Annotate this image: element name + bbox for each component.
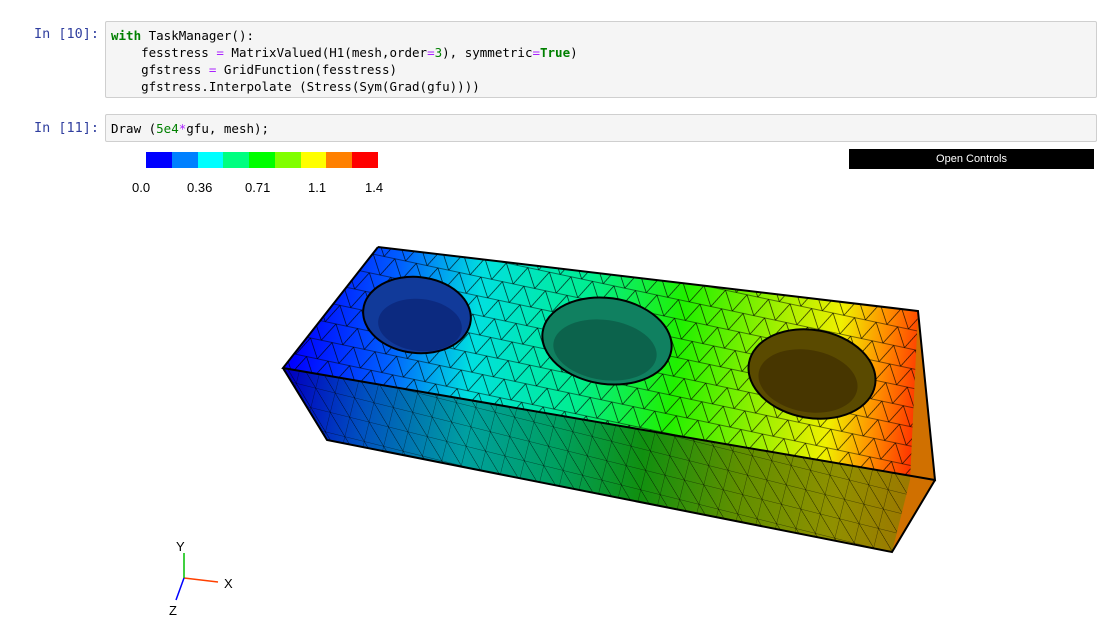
x-axis-label: X xyxy=(224,576,233,591)
colorbar-tick: 0.36 xyxy=(187,180,213,195)
code-line-1: with TaskManager(): xyxy=(111,28,254,43)
cell-10-code-input[interactable]: with TaskManager(): fesstress = MatrixVa… xyxy=(105,21,1097,98)
colorbar-swatch xyxy=(300,152,327,168)
colorbar-tick: 1.1 xyxy=(308,180,327,195)
open-controls-button[interactable]: Open Controls xyxy=(849,149,1094,169)
colorbar-tick: 0.71 xyxy=(245,180,271,195)
code-line-2: fesstress = MatrixValued(H1(mesh,order=3… xyxy=(111,45,578,60)
hole-1-inner xyxy=(378,298,462,352)
cell-10-prompt: In [10]: xyxy=(34,26,100,42)
colorbar xyxy=(146,152,379,168)
x-axis-line xyxy=(183,577,219,583)
colorbar-swatch xyxy=(326,152,353,168)
colorbar-swatch xyxy=(274,152,301,168)
code-line-3: gfstress = GridFunction(fesstress) xyxy=(111,62,397,77)
cell-11-prompt: In [11]: xyxy=(34,120,100,136)
z-axis-line xyxy=(175,577,185,601)
cell-11-code-input[interactable]: Draw (5e4*gfu, mesh); xyxy=(105,114,1097,142)
bottom-edges xyxy=(282,367,936,554)
z-axis-label: Z xyxy=(169,603,177,618)
colorbar-swatch xyxy=(223,152,250,168)
colorbar-swatch xyxy=(352,152,379,168)
colorbar-tick: 1.4 xyxy=(365,180,384,195)
colorbar-swatch xyxy=(146,152,172,168)
hole-2-inner xyxy=(553,319,657,381)
colorbar-swatch xyxy=(171,152,198,168)
front-face-mesh xyxy=(283,368,935,552)
colorbar-swatch xyxy=(249,152,275,168)
hole-3-inner xyxy=(758,349,858,413)
right-face xyxy=(892,311,935,552)
colorbar-swatch xyxy=(197,152,224,168)
code-line-draw: Draw (5e4*gfu, mesh); xyxy=(111,121,270,136)
colorbar-tick: 0.0 xyxy=(132,180,151,195)
code-line-4: gfstress.Interpolate (Stress(Sym(Grad(gf… xyxy=(111,79,480,94)
y-axis-label: Y xyxy=(176,539,185,554)
